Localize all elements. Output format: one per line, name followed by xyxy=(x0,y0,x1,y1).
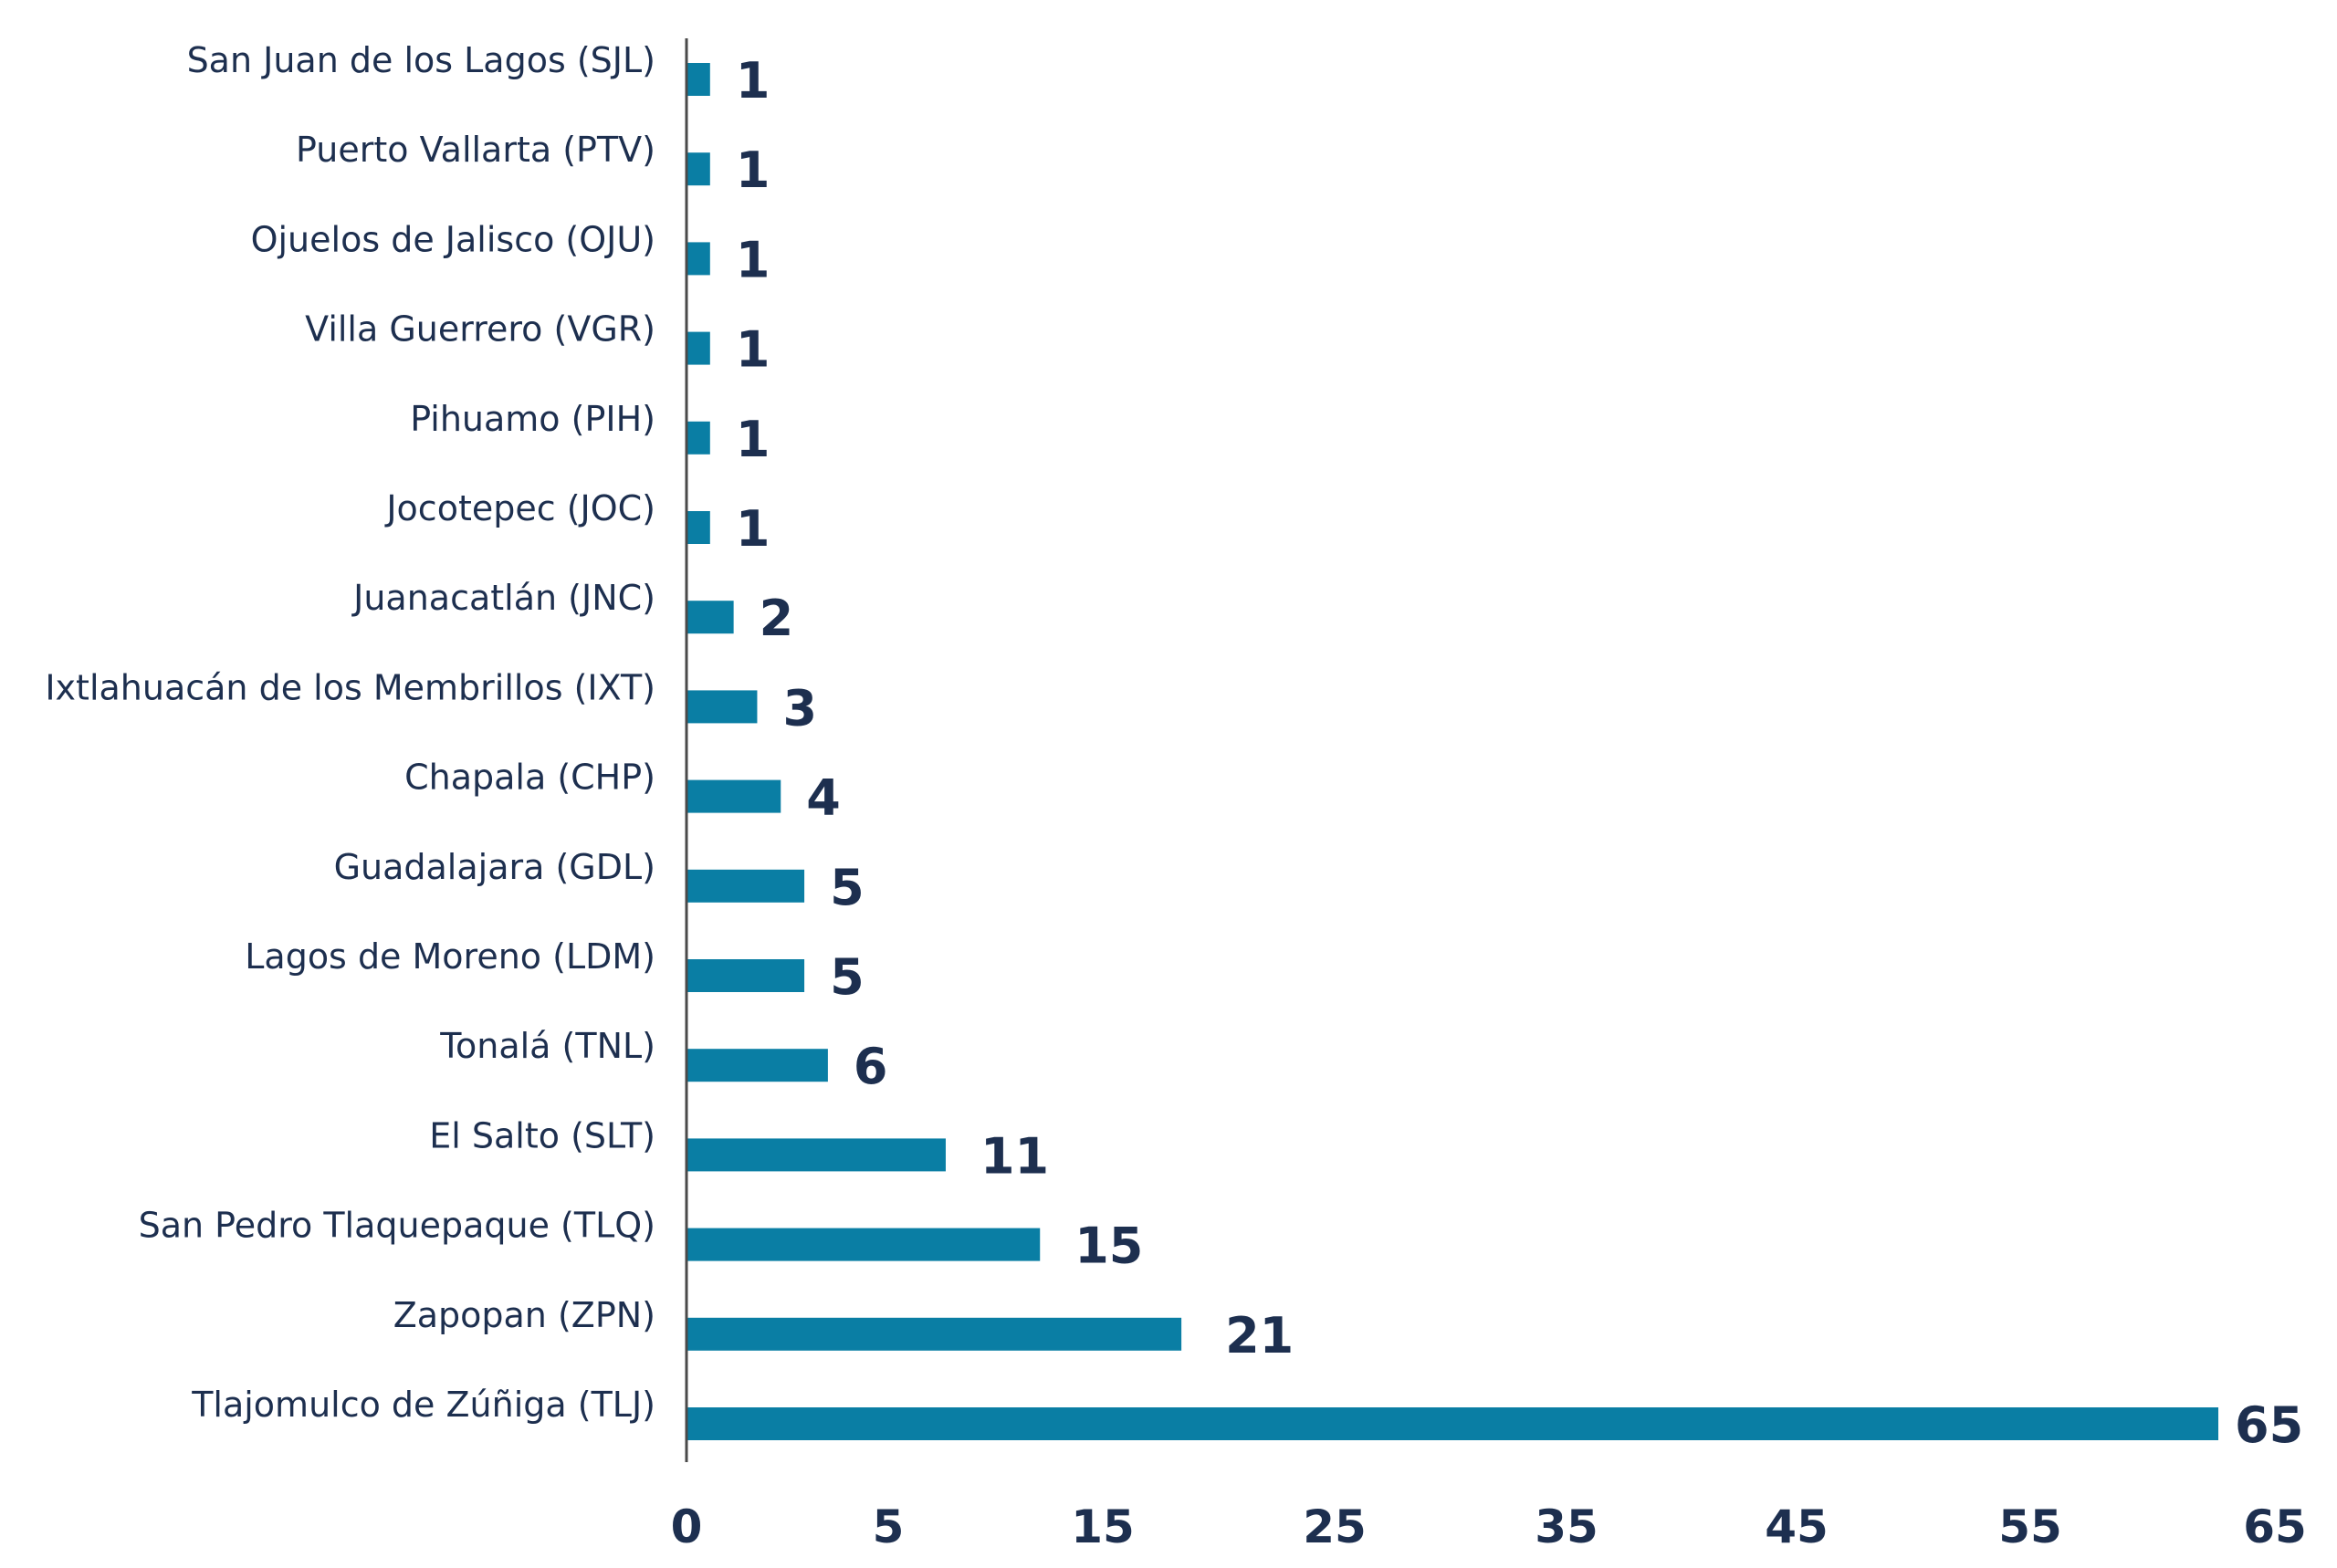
x-tick-label-55: 55 xyxy=(1998,1500,2062,1553)
category-label-ojuelos-de-jalisco-oju: Ojuelos de Jalisco (OJU) xyxy=(251,219,655,259)
category-label-jocotepec-joc: Jocotepec (JOC) xyxy=(384,488,655,528)
bar-juanacatlan-jnc xyxy=(686,601,734,634)
category-label-el-salto-slt: El Salto (SLT) xyxy=(429,1115,655,1155)
value-label-san-pedro-tlaquepaque-tlq: 15 xyxy=(1074,1218,1143,1275)
value-label-el-salto-slt: 11 xyxy=(980,1127,1049,1185)
category-label-san-juan-de-los-lagos-sjl: San Juan de los Lagos (SJL) xyxy=(187,40,655,80)
bar-pihuamo-pih xyxy=(686,421,710,455)
value-label-juanacatlan-jnc: 2 xyxy=(760,590,794,647)
bar-chapala-chp xyxy=(686,779,781,813)
value-label-tonala-tnl: 6 xyxy=(854,1038,888,1095)
value-label-guadalajara-gdl: 5 xyxy=(830,859,865,916)
bars-layer xyxy=(686,63,2218,1440)
x-tick-label-35: 35 xyxy=(1535,1500,1598,1553)
category-label-tlajomulco-de-zuniga-tlj: Tlajomulco de Zúñiga (TLJ) xyxy=(191,1385,655,1425)
x-tick-label-5: 5 xyxy=(873,1500,905,1553)
category-label-san-pedro-tlaquepaque-tlq: San Pedro Tlaquepaque (TLQ) xyxy=(139,1206,655,1246)
category-label-villa-guerrero-vgr: Villa Guerrero (VGR) xyxy=(305,309,655,350)
x-tick-label-45: 45 xyxy=(1765,1500,1829,1553)
bar-lagos-de-moreno-ldm xyxy=(686,959,805,992)
bar-ojuelos-de-jalisco-oju xyxy=(686,242,710,276)
value-label-tlajomulco-de-zuniga-tlj: 65 xyxy=(2235,1396,2303,1454)
category-label-guadalajara-gdl: Guadalajara (GDL) xyxy=(334,847,655,887)
x-tick-label-25: 25 xyxy=(1303,1500,1367,1553)
value-label-san-juan-de-los-lagos-sjl: 1 xyxy=(736,52,770,110)
value-label-puerto-vallarta-ptv: 1 xyxy=(736,141,770,199)
bar-san-pedro-tlaquepaque-tlq xyxy=(686,1228,1041,1261)
value-label-ixtlahuacan-de-los-membrillos-ixt: 3 xyxy=(782,679,817,737)
bar-villa-guerrero-vgr xyxy=(686,331,710,365)
category-labels-layer: San Juan de los Lagos (SJL) Puerto Vallar… xyxy=(45,40,655,1425)
x-tick-label-0: 0 xyxy=(671,1500,703,1553)
category-label-zapopan-zpn: Zapopan (ZPN) xyxy=(393,1295,655,1335)
category-label-pihuamo-pih: Pihuamo (PIH) xyxy=(410,399,655,439)
bar-puerto-vallarta-ptv xyxy=(686,152,710,186)
x-tick-labels-layer: 0 5 15 25 35 45 55 65 xyxy=(671,1500,2307,1553)
value-label-ojuelos-de-jalisco-oju: 1 xyxy=(736,231,770,288)
bar-san-juan-de-los-lagos-sjl xyxy=(686,63,710,96)
category-label-juanacatlan-jnc: Juanacatlán (JNC) xyxy=(351,578,655,618)
bar-zapopan-zpn xyxy=(686,1317,1182,1351)
category-label-chapala-chp: Chapala (CHP) xyxy=(404,758,655,798)
category-label-lagos-de-moreno-ldm: Lagos de Moreno (LDM) xyxy=(245,936,655,977)
category-label-tonala-tnl: Tonalá (TNL) xyxy=(439,1026,655,1066)
value-label-jocotepec-joc: 1 xyxy=(736,500,770,558)
bar-guadalajara-gdl xyxy=(686,869,805,903)
category-label-puerto-vallarta-ptv: Puerto Vallarta (PTV) xyxy=(296,130,655,170)
value-label-zapopan-zpn: 21 xyxy=(1225,1307,1294,1364)
bar-el-salto-slt xyxy=(686,1138,946,1172)
bar-tonala-tnl xyxy=(686,1049,828,1082)
bar-ixtlahuacan-de-los-membrillos-ixt xyxy=(686,690,758,724)
bar-jocotepec-joc xyxy=(686,511,710,544)
bar-tlajomulco-de-zuniga-tlj xyxy=(686,1407,2218,1440)
x-tick-label-15: 15 xyxy=(1071,1500,1135,1553)
value-label-lagos-de-moreno-ldm: 5 xyxy=(830,948,865,1006)
value-label-chapala-chp: 4 xyxy=(806,769,841,827)
category-label-ixtlahuacan-de-los-membrillos-ixt: Ixtlahuacán de los Membrillos (IXT) xyxy=(45,667,655,707)
value-label-pihuamo-pih: 1 xyxy=(736,411,770,468)
value-label-villa-guerrero-vgr: 1 xyxy=(736,321,770,379)
x-tick-label-65: 65 xyxy=(2243,1500,2307,1553)
